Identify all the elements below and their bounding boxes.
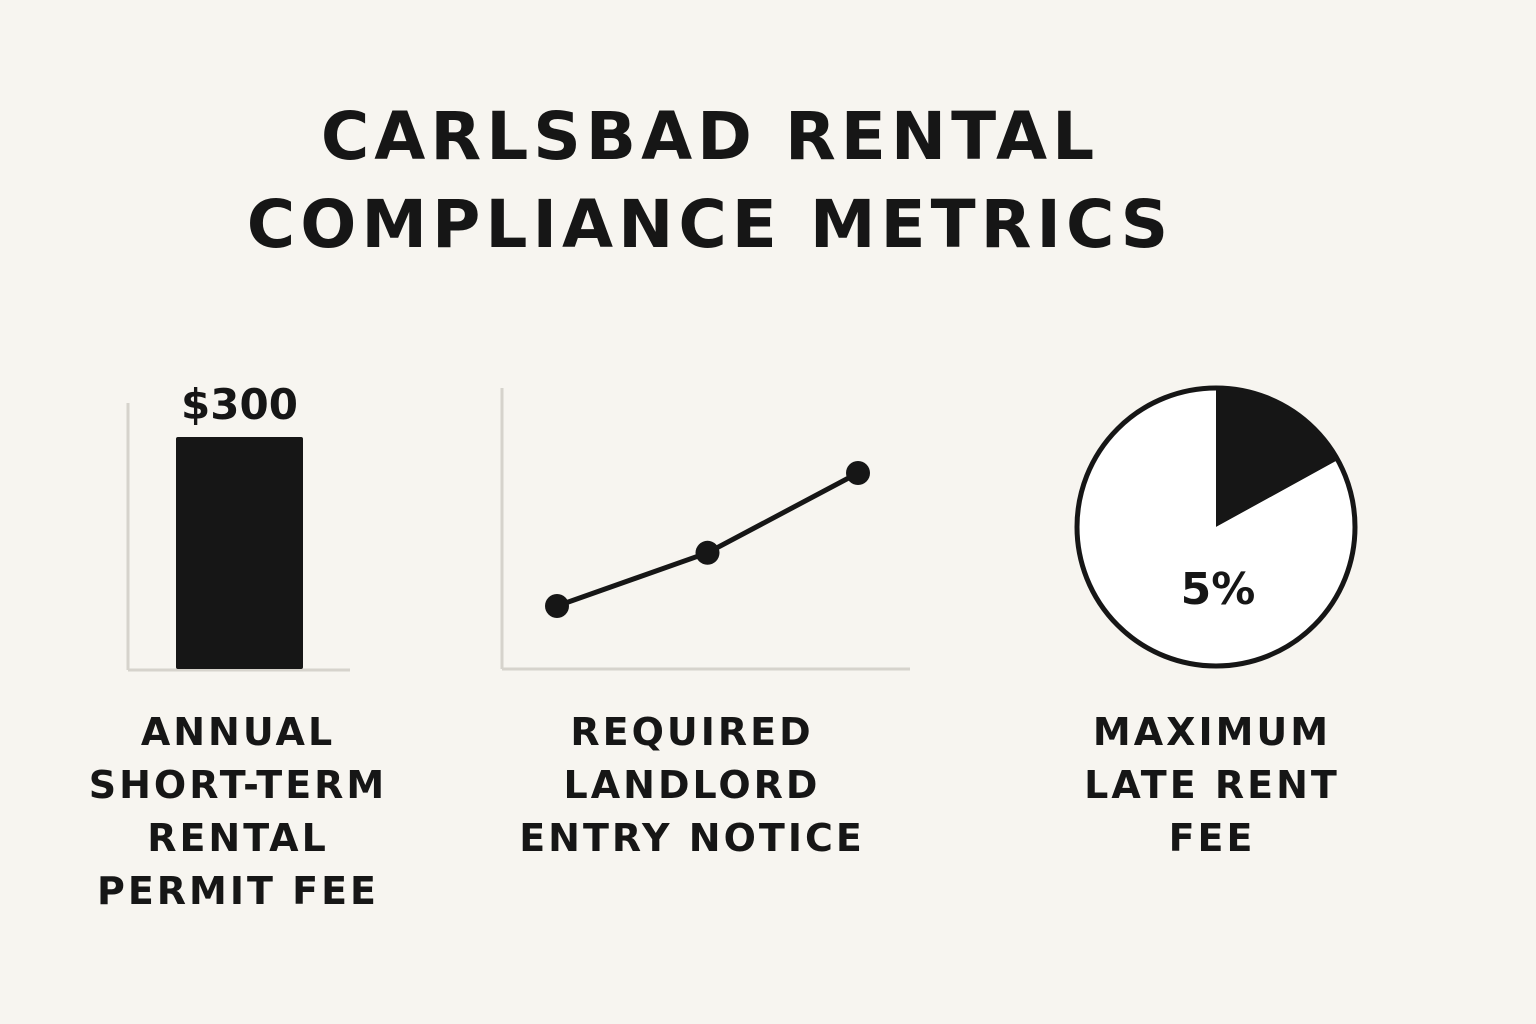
line-series (556, 470, 860, 609)
pie-center-label: 5% (1181, 564, 1256, 615)
caption-line: LATE RENT (1084, 763, 1340, 807)
caption-line: PERMIT FEE (96, 869, 380, 913)
caption-line: RENTAL (147, 816, 329, 860)
bar-chart-caption: ANNUAL SHORT-TERM RENTAL PERMIT FEE (38, 706, 438, 918)
pie-slice-1 (1077, 388, 1356, 667)
line-chart-caption: REQUIRED LANDLORD ENTRY NOTICE (492, 706, 892, 865)
caption-line: SHORT-TERM (88, 763, 388, 807)
pie-outline (1074, 385, 1358, 669)
caption-line: ANNUAL (140, 710, 336, 754)
caption-line: ENTRY NOTICE (519, 816, 865, 860)
bar-chart: $300 (126, 380, 350, 672)
title-line-1: CARLSBAD RENTAL (320, 98, 1100, 175)
line-chart (500, 388, 910, 671)
caption-line: FEE (1168, 816, 1256, 860)
bar-value-label: $300 (181, 380, 298, 429)
title-line-2: COMPLIANCE METRICS (246, 186, 1174, 263)
caption-line: REQUIRED (570, 710, 814, 754)
pie-chart: 5% (1074, 385, 1358, 669)
line-point-1 (695, 540, 720, 565)
caption-line: MAXIMUM (1092, 710, 1332, 754)
bar-0 (176, 437, 303, 669)
line-point-2 (846, 461, 870, 485)
caption-line: LANDLORD (563, 763, 821, 807)
line-point-0 (545, 594, 569, 618)
pie-chart-caption: MAXIMUM LATE RENT FEE (1012, 706, 1412, 865)
